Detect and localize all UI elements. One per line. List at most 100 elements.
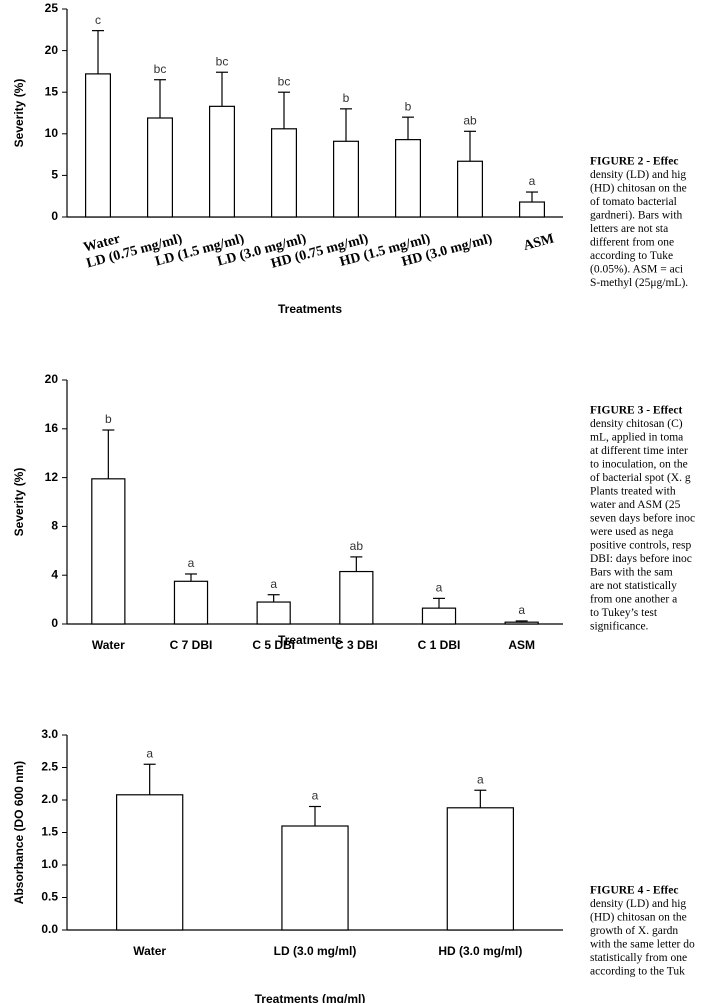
y-tick-label: 20 bbox=[45, 43, 59, 57]
caption-line: with the same letter do bbox=[590, 939, 695, 951]
significance-letter: bc bbox=[278, 74, 291, 88]
y-tick-label: 0.0 bbox=[41, 922, 58, 936]
significance-letter: ab bbox=[463, 113, 477, 127]
x-axis-title: Treatments (mg/ml) bbox=[255, 992, 366, 1003]
caption-line: of tomato bacterial bbox=[590, 196, 677, 208]
y-axis-title: Severity (%) bbox=[12, 468, 26, 537]
significance-letter: a bbox=[188, 556, 195, 570]
caption-line: different from one bbox=[590, 237, 674, 249]
y-tick-label: 0 bbox=[51, 616, 58, 630]
bar bbox=[84, 73, 111, 218]
y-tick-label: 3.0 bbox=[41, 727, 58, 741]
caption-line: according to Tuke bbox=[590, 250, 673, 262]
bar bbox=[504, 621, 539, 625]
y-tick-label: 1.5 bbox=[41, 825, 58, 839]
bar bbox=[115, 794, 184, 931]
caption-line: from one another a bbox=[590, 594, 677, 606]
caption-line: according to the Tuk bbox=[590, 966, 685, 978]
significance-letter: a bbox=[529, 174, 536, 188]
bar bbox=[91, 478, 126, 625]
x-tick-label: C 7 DBI bbox=[170, 638, 213, 652]
bar bbox=[421, 607, 457, 625]
caption-line: density (LD) and hig bbox=[590, 169, 686, 181]
bar bbox=[209, 105, 236, 218]
y-tick-label: 16 bbox=[45, 421, 59, 435]
x-tick-label: HD (3.0 mg/ml) bbox=[438, 944, 522, 958]
x-tick-label: Water bbox=[92, 638, 125, 652]
bar bbox=[339, 570, 374, 625]
y-axis-title: Absorbance (DO 600 nm) bbox=[12, 761, 26, 904]
caption-line: density chitosan (C) bbox=[590, 418, 683, 430]
caption-line: growth of X. gardn bbox=[590, 925, 678, 937]
y-tick-label: 1.0 bbox=[41, 857, 58, 871]
caption-line: FIGURE 4 - Effec bbox=[590, 885, 678, 897]
y-tick-label: 0 bbox=[51, 209, 58, 223]
caption-line: gardneri). Bars with bbox=[590, 210, 683, 222]
caption-line: letters are not sta bbox=[590, 223, 668, 235]
caption-line: density (LD) and hig bbox=[590, 898, 686, 910]
y-tick-label: 10 bbox=[45, 126, 59, 140]
caption-line: to inoculation, on the bbox=[590, 459, 688, 471]
caption-line: positive controls, resp bbox=[590, 540, 691, 552]
x-tick-label: C 5 DBI bbox=[252, 638, 295, 652]
bar bbox=[395, 139, 422, 218]
caption-line: FIGURE 2 - Effec bbox=[590, 156, 678, 168]
significance-letter: b bbox=[105, 412, 112, 426]
bar bbox=[457, 160, 484, 218]
x-tick-label: ASM bbox=[508, 638, 535, 652]
caption-line: (HD) chitosan on the bbox=[590, 912, 687, 924]
caption-line: are not statistically bbox=[590, 580, 677, 592]
caption-line: at different time inter bbox=[590, 445, 688, 457]
caption-line: (HD) chitosan on the bbox=[590, 183, 687, 195]
caption-line: Plants treated with bbox=[590, 486, 676, 498]
significance-letter: b bbox=[343, 91, 350, 105]
caption-line: Bars with the sam bbox=[590, 567, 673, 579]
y-tick-label: 12 bbox=[45, 470, 59, 484]
y-tick-label: 25 bbox=[45, 1, 59, 15]
bar bbox=[281, 825, 349, 931]
bar bbox=[333, 140, 360, 218]
bar bbox=[147, 117, 174, 218]
x-tick-label: Water bbox=[133, 944, 166, 958]
caption-line: DBI: days before inoc bbox=[590, 553, 692, 565]
caption-line: seven days before inoc bbox=[590, 513, 695, 525]
bar bbox=[173, 580, 209, 625]
y-tick-label: 2.0 bbox=[41, 792, 58, 806]
bar bbox=[446, 807, 514, 931]
x-tick-label: C 1 DBI bbox=[418, 638, 461, 652]
significance-letter: ab bbox=[350, 539, 364, 553]
x-axis-title: Treatments bbox=[278, 633, 342, 647]
x-tick-label: LD (3.0 mg/ml) bbox=[274, 944, 357, 958]
x-tick-label: ASM bbox=[522, 231, 556, 254]
bar bbox=[271, 128, 298, 218]
significance-letter: a bbox=[270, 577, 277, 591]
caption-line: (0.05%). ASM = aci bbox=[590, 264, 683, 276]
y-tick-label: 2.5 bbox=[41, 760, 58, 774]
x-axis-title: Treatments bbox=[278, 302, 342, 316]
y-tick-label: 8 bbox=[51, 519, 58, 533]
significance-letter: a bbox=[436, 581, 443, 595]
x-tick-label: C 3 DBI bbox=[335, 638, 378, 652]
caption-line: mL, applied in toma bbox=[590, 432, 683, 444]
caption-line: significance. bbox=[590, 621, 649, 633]
significance-letter: a bbox=[518, 603, 525, 617]
significance-letter: b bbox=[405, 99, 412, 113]
bar bbox=[518, 201, 545, 218]
caption-line: S-methyl (25μg/mL). bbox=[590, 277, 688, 289]
y-tick-label: 5 bbox=[51, 168, 58, 182]
caption-line: of bacterial spot (X. g bbox=[590, 472, 691, 484]
y-tick-label: 20 bbox=[45, 372, 59, 386]
caption-line: statistically from one bbox=[590, 952, 687, 964]
bar bbox=[256, 601, 291, 625]
significance-letter: bc bbox=[216, 54, 229, 68]
y-axis-title: Severity (%) bbox=[12, 79, 26, 148]
caption-line: FIGURE 3 - Effect bbox=[590, 405, 682, 417]
significance-letter: a bbox=[312, 789, 319, 803]
significance-letter: a bbox=[146, 746, 153, 760]
caption-line: to Tukey’s test bbox=[590, 607, 658, 619]
y-tick-label: 4 bbox=[51, 567, 58, 581]
significance-letter: a bbox=[477, 772, 484, 786]
y-tick-label: 0.5 bbox=[41, 890, 58, 904]
